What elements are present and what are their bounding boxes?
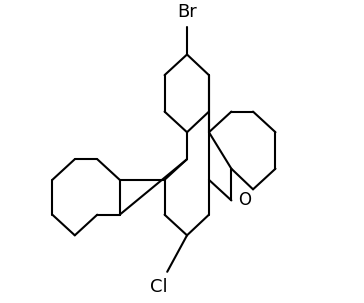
Text: Br: Br — [177, 3, 197, 21]
Text: Cl: Cl — [150, 278, 167, 295]
Text: O: O — [238, 191, 252, 209]
